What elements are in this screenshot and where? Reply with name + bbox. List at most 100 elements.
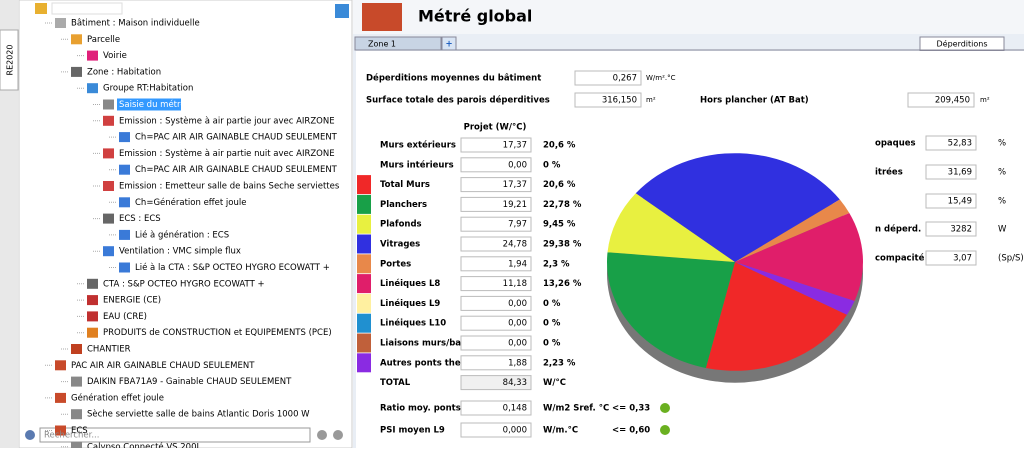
row-value: 0,00	[508, 319, 527, 329]
row-value-box	[460, 137, 532, 153]
check-value: 0,148	[503, 404, 527, 414]
row-percent: 2,23 %	[543, 358, 576, 368]
legend-swatch	[357, 175, 371, 195]
header-title: Métré global	[418, 7, 532, 26]
tree-node[interactable]: Emission : Emetteur salle de bains Seche…	[119, 182, 340, 192]
side-tab-label: RE2020	[6, 45, 15, 76]
tree-node[interactable]: ECS	[71, 426, 88, 436]
legend-swatch	[357, 194, 371, 214]
tree-node[interactable]: DAIKIN FBA71A9 - Gainable CHAUD SEULEMEN…	[87, 377, 292, 387]
tree-node[interactable]: Calypso Connecté VS 200L	[87, 441, 201, 452]
tree-icon	[55, 392, 66, 403]
row-label: Vitrages	[380, 240, 420, 250]
tree-node[interactable]: Bâtiment : Maison individuelle	[71, 19, 200, 29]
tree-node[interactable]: CHANTIER	[87, 345, 131, 355]
tree-node[interactable]: Saisie du métré	[119, 99, 186, 110]
tree-node[interactable]: CTA : S&P OCTEO HYGRO ECOWATT +	[103, 279, 265, 289]
tree-icon	[103, 115, 114, 126]
row-value-box	[460, 315, 532, 331]
prev-button[interactable]	[317, 430, 327, 440]
check-label: Ratio moy. ponts th.	[380, 404, 477, 414]
tree-node[interactable]: Zone : Habitation	[87, 67, 161, 77]
ratio-value: 31,69	[948, 168, 972, 178]
legend-swatch	[357, 333, 371, 353]
total-box	[460, 375, 532, 391]
legend-swatch	[357, 313, 371, 333]
row-value: 0,00	[508, 160, 527, 170]
tree-node[interactable]: Ch=PAC AIR AIR GAINABLE CHAUD SEULEMENT	[135, 133, 338, 143]
tree-node[interactable]: Sèche serviette salle de bains Atlantic …	[87, 409, 310, 420]
check-unit: W/m.°C	[543, 426, 578, 436]
ratio-value-box	[925, 135, 977, 151]
active-tab-label: Déperditions	[936, 39, 987, 49]
row-value-box	[460, 177, 532, 193]
add-tab-label: +	[445, 40, 452, 50]
tree-icon	[119, 229, 130, 240]
total-value: 84,33	[503, 378, 527, 388]
tree-node[interactable]: Emission : Système à air partie jour ave…	[119, 115, 335, 126]
row-value: 17,37	[503, 141, 527, 151]
pie-slice	[735, 199, 850, 262]
summary-label: Surface totale des parois déperditives	[366, 95, 550, 106]
row-value: 17,37	[503, 180, 527, 190]
legend-swatch	[357, 234, 371, 254]
tree-icon	[71, 376, 82, 387]
row-label: Portes	[380, 259, 411, 269]
pie-slice	[735, 213, 863, 301]
tree-node[interactable]: ENERGIE (CE)	[103, 296, 161, 306]
tree-icon	[71, 441, 82, 452]
tree-node[interactable]: Lié à génération : ECS	[135, 229, 229, 240]
legend-swatch	[357, 214, 371, 234]
tree-node[interactable]: PRODUITS de CONSTRUCTION et EQUIPEMENTS …	[103, 328, 332, 338]
tree-node[interactable]: Groupe RT:Habitation	[103, 84, 193, 94]
tree-node[interactable]: Ch=PAC AIR AIR GAINABLE CHAUD SEULEMENT	[135, 165, 338, 175]
summary-unit: m²	[980, 96, 990, 104]
tree-node[interactable]: EAU (CRE)	[103, 312, 147, 322]
tree-icon	[71, 344, 82, 354]
tree-node[interactable]: Emission : Système à air partie nuit ave…	[119, 148, 335, 159]
tree-node[interactable]: ECS : ECS	[119, 214, 161, 224]
summary-label: Déperditions moyennes du bâtiment	[366, 73, 541, 84]
tree-node[interactable]: Génération effet joule	[71, 392, 164, 403]
tree-icon	[103, 148, 114, 159]
check-value-box	[460, 400, 532, 416]
row-label: Liaisons murs/baies	[380, 339, 475, 349]
tree-icon	[87, 295, 98, 306]
tree-node[interactable]: Ventilation : VMC simple flux	[119, 247, 241, 257]
ratio-value-box	[925, 221, 977, 237]
legend-swatch	[357, 353, 371, 373]
side-tab[interactable]	[0, 29, 19, 91]
ratio-unit: %	[998, 197, 1006, 207]
next-button[interactable]	[333, 430, 343, 440]
row-value-box	[460, 216, 532, 232]
summary-value-box	[574, 70, 642, 86]
row-label: Linéiques L9	[380, 298, 440, 309]
zone-tab-label: Zone 1	[368, 40, 396, 49]
tree-icon	[119, 164, 130, 175]
ratio-value: 52,83	[948, 139, 972, 149]
tree-node[interactable]: Voirie	[103, 51, 127, 61]
summary-unit: W/m².°C	[646, 74, 676, 82]
tree-node[interactable]: PAC AIR AIR GAINABLE CHAUD SEULEMENT	[71, 361, 255, 371]
tree-icon	[87, 311, 98, 322]
row-value-box	[460, 256, 532, 272]
side-strip	[0, 0, 18, 448]
check-value-box	[460, 422, 532, 438]
root-icon	[35, 3, 47, 14]
tree-node[interactable]: Lié à la CTA : S&P OCTEO HYGRO ECOWATT +	[135, 262, 330, 273]
ratio-value-box	[925, 164, 977, 180]
tree-node[interactable]: Ch=Génération effet joule	[135, 197, 246, 208]
check-label: PSI moyen L9	[380, 426, 445, 436]
check-unit: W/m2 Sref. °C	[543, 404, 609, 414]
tree-icon	[103, 181, 114, 191]
row-value-box	[460, 236, 532, 252]
search-box[interactable]	[39, 427, 311, 443]
pie-slice	[635, 153, 840, 262]
total-unit: W/°C	[543, 378, 566, 388]
row-value-box	[460, 157, 532, 173]
tree-icon	[71, 66, 82, 77]
tree-toggle[interactable]	[335, 4, 349, 18]
summary-unit: m²	[646, 96, 656, 104]
tree-node[interactable]: Parcelle	[87, 35, 120, 45]
